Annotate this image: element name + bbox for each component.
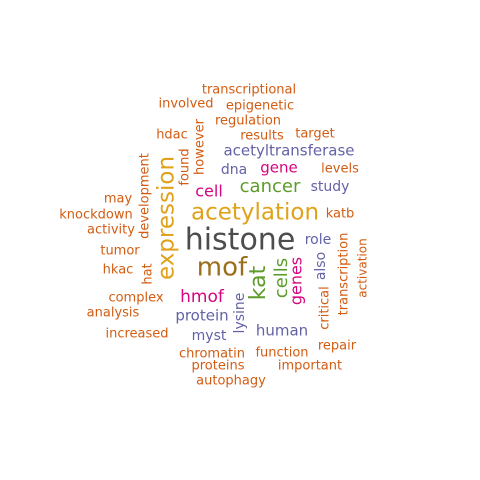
word-mof: mof bbox=[197, 253, 248, 283]
word-increased: increased bbox=[105, 327, 168, 342]
word-protein: protein bbox=[175, 307, 228, 325]
word-found: found bbox=[178, 148, 193, 185]
word-chromatin: chromatin bbox=[179, 347, 245, 362]
word-autophagy: autophagy bbox=[196, 374, 266, 389]
word-transcription: transcription bbox=[337, 233, 352, 316]
word-transcriptional: transcriptional bbox=[202, 83, 296, 98]
word-hat: hat bbox=[141, 263, 156, 284]
word-proteins: proteins bbox=[192, 359, 245, 374]
word-cell: cell bbox=[195, 182, 223, 201]
word-kat: kat bbox=[246, 265, 271, 300]
word-development: development bbox=[138, 153, 153, 239]
word-activation: activation bbox=[356, 238, 370, 297]
word-target: target bbox=[295, 127, 335, 142]
word-study: study bbox=[311, 179, 350, 195]
word-complex: complex bbox=[108, 291, 163, 306]
word-human: human bbox=[256, 322, 308, 340]
word-expression: expression bbox=[154, 156, 180, 280]
word-acetylation: acetylation bbox=[191, 200, 319, 226]
word-myst: myst bbox=[192, 328, 227, 344]
word-katb: katb bbox=[326, 207, 355, 222]
word-important: important bbox=[278, 359, 342, 374]
word-cells: cells bbox=[271, 258, 292, 298]
word-repair: repair bbox=[318, 339, 357, 354]
word-epigenetic: epigenetic bbox=[226, 99, 294, 114]
word-dna: dna bbox=[221, 162, 247, 178]
word-hkac: hkac bbox=[103, 263, 134, 278]
word-also: also bbox=[313, 252, 329, 280]
word-levels: levels bbox=[321, 162, 359, 177]
word-histone: histone bbox=[185, 223, 296, 258]
word-hmof: hmof bbox=[180, 287, 225, 307]
word-results: results bbox=[240, 129, 284, 144]
word-however: however bbox=[193, 118, 208, 175]
word-analysis: analysis bbox=[87, 306, 140, 321]
word-function: function bbox=[255, 346, 308, 361]
word-regulation: regulation bbox=[215, 114, 281, 129]
word-hdac: hdac bbox=[156, 128, 188, 143]
word-acetyltransferase: acetyltransferase bbox=[223, 142, 354, 160]
word-cancer: cancer bbox=[240, 176, 301, 197]
word-may: may bbox=[104, 192, 133, 207]
word-critical: critical bbox=[318, 286, 333, 330]
word-role: role bbox=[305, 232, 332, 248]
word-genes: genes bbox=[287, 257, 306, 305]
word-gene: gene bbox=[260, 159, 298, 177]
word-involved: involved bbox=[158, 97, 213, 112]
word-lysine: lysine bbox=[232, 293, 248, 334]
word-tumor: tumor bbox=[100, 244, 140, 259]
word-knockdown: knockdown bbox=[59, 208, 132, 223]
word-activity: activity bbox=[87, 223, 135, 238]
